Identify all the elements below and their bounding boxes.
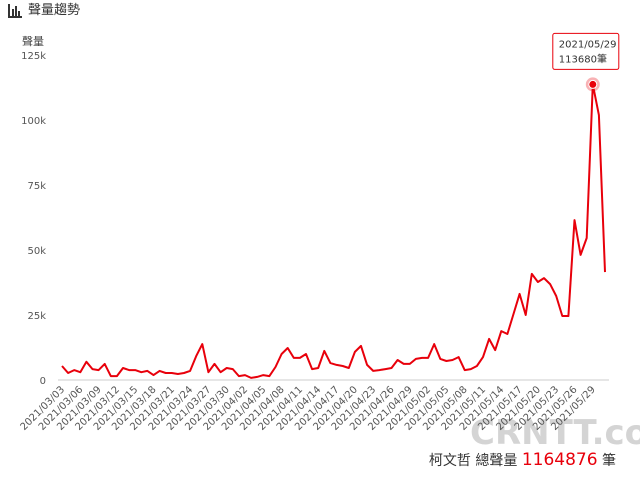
y-axis-label: 聲量 bbox=[22, 34, 44, 48]
y-tick-label: 75k bbox=[27, 181, 46, 192]
y-tick-label: 0 bbox=[40, 376, 46, 387]
title-icon bbox=[8, 4, 22, 18]
total-label: 總聲量 bbox=[475, 453, 518, 469]
peak-point bbox=[588, 79, 598, 89]
chart-title: 聲量趨勢 bbox=[28, 2, 80, 18]
total-value: 1164876 bbox=[521, 450, 598, 470]
watermark: CRNTT.com bbox=[470, 413, 640, 453]
y-tick-label: 125k bbox=[21, 51, 46, 62]
tooltip-box bbox=[552, 32, 620, 70]
total-unit: 筆 bbox=[602, 453, 616, 469]
total: 柯文哲 總聲量 1164876 筆 bbox=[429, 450, 616, 470]
y-tick-label: 100k bbox=[21, 116, 46, 127]
series-line bbox=[61, 83, 606, 379]
y-tick-label: 25k bbox=[27, 311, 46, 322]
tooltip-value: 113680筆 bbox=[559, 52, 607, 65]
tooltip-date: 2021/05/29 bbox=[559, 39, 617, 50]
total-name: 柯文哲 bbox=[428, 453, 471, 469]
y-tick-label: 50k bbox=[27, 246, 46, 257]
